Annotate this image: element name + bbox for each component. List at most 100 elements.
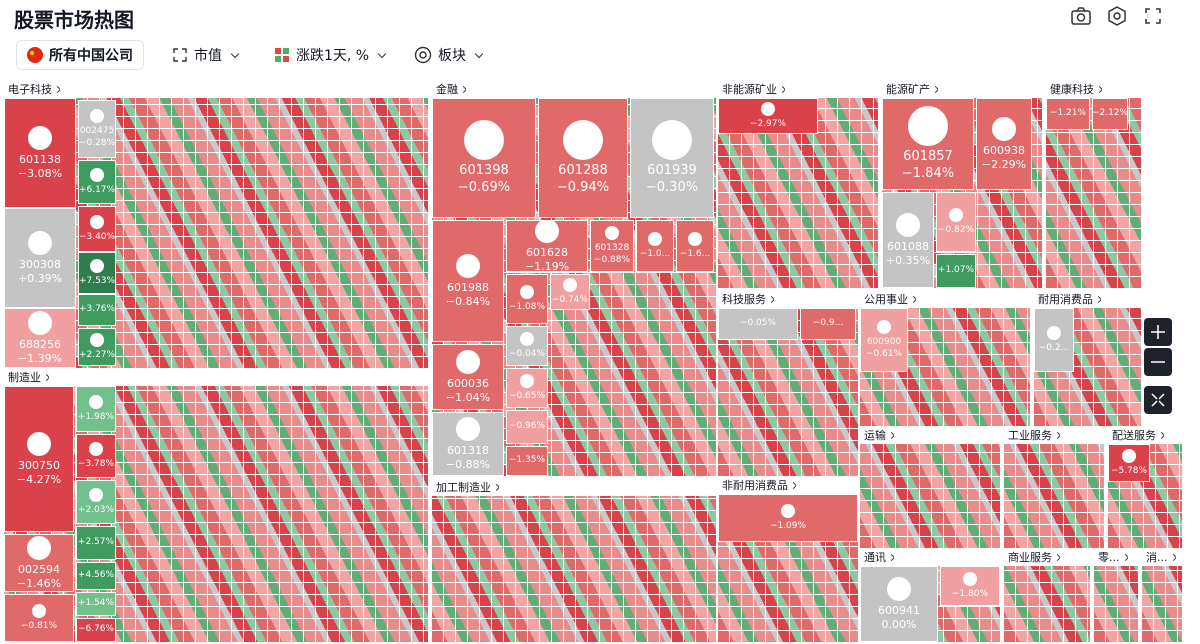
stock-tile[interactable]: 601857 −1.84% bbox=[882, 98, 974, 190]
stock-code: 601628 bbox=[526, 245, 568, 259]
group-selector[interactable]: 板块 bbox=[414, 40, 484, 70]
stock-tile[interactable]: −1.80% bbox=[940, 566, 1000, 606]
stock-tile[interactable]: −1.35% bbox=[506, 446, 548, 476]
stock-tile[interactable]: +2.57% bbox=[76, 526, 116, 560]
stock-change: −2.97% bbox=[749, 118, 787, 129]
stock-tile[interactable]: 002594 −1.46% bbox=[4, 534, 74, 592]
stock-tile[interactable]: 601088 +0.35% bbox=[882, 192, 934, 288]
stock-tile[interactable]: −0.74% bbox=[550, 274, 590, 310]
stock-tile[interactable]: −3.78% bbox=[76, 434, 116, 478]
sector-name: 通讯 bbox=[864, 551, 886, 564]
stock-change: +3.76% bbox=[78, 304, 116, 315]
stock-change: −4.27% bbox=[16, 472, 62, 486]
sector-label[interactable]: 非耐用消费品 bbox=[722, 478, 796, 494]
stock-tile[interactable]: 002475 −0.28% bbox=[78, 100, 116, 158]
stock-tile[interactable]: −1.21% bbox=[1046, 98, 1090, 130]
reset-zoom-button[interactable] bbox=[1144, 386, 1172, 414]
sector-label[interactable]: 耐用消费品 bbox=[1038, 292, 1101, 308]
stock-tile[interactable]: 600938 −2.29% bbox=[976, 98, 1032, 190]
stock-tile[interactable]: 601138 −3.08% bbox=[4, 98, 76, 208]
stock-tile[interactable]: −5.78% bbox=[1108, 444, 1150, 482]
stock-tile[interactable]: −0.05% bbox=[718, 308, 798, 340]
zoom-in-button[interactable] bbox=[1144, 318, 1172, 346]
stock-tile[interactable]: −0.82% bbox=[936, 192, 976, 252]
stock-tile[interactable]: 300750 −4.27% bbox=[4, 386, 74, 532]
stock-change: +2.57% bbox=[77, 537, 115, 548]
stock-tile[interactable]: +1.07% bbox=[936, 254, 976, 288]
stock-tile[interactable]: −3.40% bbox=[78, 206, 116, 252]
sector-label[interactable]: 制造业 bbox=[8, 370, 49, 386]
stock-tile[interactable]: 600941 0.00% bbox=[860, 566, 938, 642]
stock-change: −0.69% bbox=[457, 179, 511, 195]
stock-tile[interactable]: −1.0... bbox=[636, 220, 674, 272]
stock-tile[interactable]: 600900 −0.61% bbox=[860, 308, 908, 372]
fullscreen-button[interactable] bbox=[1140, 4, 1166, 28]
sector-label[interactable]: 金融 bbox=[436, 82, 466, 98]
sector-label[interactable]: 商业服务 bbox=[1008, 550, 1060, 566]
stock-tile[interactable]: −0.81% bbox=[4, 594, 74, 642]
stock-tile[interactable]: −0.9... bbox=[800, 308, 856, 340]
stock-tile[interactable]: +3.76% bbox=[78, 294, 116, 326]
stock-tile[interactable]: −0.65% bbox=[506, 368, 548, 408]
sector-name: 科技服务 bbox=[722, 293, 766, 306]
sector-label[interactable]: 消... bbox=[1146, 550, 1176, 566]
stock-tile[interactable]: 601288 −0.94% bbox=[538, 98, 628, 218]
stock-tile[interactable]: 601328 −0.88% bbox=[590, 220, 634, 272]
stock-tile[interactable]: 601988 −0.84% bbox=[432, 220, 504, 342]
stock-tile[interactable]: 300308 +0.39% bbox=[4, 208, 76, 308]
stock-logo bbox=[563, 277, 577, 292]
stock-tile[interactable]: −2.12% bbox=[1092, 98, 1128, 130]
stock-change: −2.29% bbox=[981, 157, 1027, 171]
market-selector[interactable]: 所有中国公司 bbox=[16, 40, 144, 70]
size-selector[interactable]: 市值 bbox=[172, 40, 240, 70]
stock-tile[interactable]: −1.6... bbox=[676, 220, 714, 272]
sector-label[interactable]: 健康科技 bbox=[1050, 82, 1102, 98]
stock-tile[interactable]: 601318 −0.88% bbox=[432, 412, 504, 476]
stock-tile[interactable]: 600036 −1.04% bbox=[432, 344, 504, 410]
stock-tile[interactable]: −1.09% bbox=[718, 494, 858, 542]
settings-button[interactable] bbox=[1104, 4, 1130, 28]
stock-code: 600941 bbox=[878, 603, 920, 617]
sector-label[interactable]: 电子科技 bbox=[8, 82, 60, 98]
stock-logo bbox=[90, 332, 104, 347]
stock-tile[interactable]: +2.27% bbox=[78, 328, 116, 366]
sector-name: 健康科技 bbox=[1050, 83, 1094, 96]
sector-label[interactable]: 通讯 bbox=[864, 550, 894, 566]
sector-label[interactable]: 工业服务 bbox=[1008, 428, 1060, 444]
sector-label[interactable]: 零... bbox=[1098, 550, 1128, 566]
stock-tile[interactable]: 601398 −0.69% bbox=[432, 98, 536, 218]
sector-label[interactable]: 公用事业 bbox=[864, 292, 916, 308]
sector-label[interactable]: 非能源矿业 bbox=[722, 82, 785, 98]
stock-tile[interactable]: −6.76% bbox=[76, 618, 116, 642]
sector-label[interactable]: 加工制造业 bbox=[436, 480, 499, 496]
sector-label[interactable]: 能源矿产 bbox=[886, 82, 938, 98]
change-selector[interactable]: 涨跌1天, % bbox=[274, 40, 387, 70]
stock-tile[interactable]: +7.53% bbox=[78, 252, 116, 294]
stock-tile[interactable]: −1.08% bbox=[506, 274, 548, 324]
stock-change: +2.27% bbox=[78, 349, 116, 360]
stock-tile[interactable]: +4.56% bbox=[76, 562, 116, 590]
stock-tile[interactable]: 601628 −1.19% bbox=[506, 220, 588, 272]
sector-label[interactable]: 科技服务 bbox=[722, 292, 774, 308]
zoom-out-button[interactable] bbox=[1144, 348, 1172, 376]
stock-tile[interactable]: +6.17% bbox=[78, 160, 116, 204]
stock-tile[interactable]: 688256 −1.39% bbox=[4, 308, 76, 368]
stock-logo bbox=[963, 571, 977, 586]
stock-tile[interactable]: −0.04% bbox=[506, 326, 548, 366]
stock-tile[interactable]: +1.98% bbox=[76, 386, 116, 432]
stock-tile[interactable]: +1.54% bbox=[76, 592, 116, 616]
screenshot-button[interactable] bbox=[1068, 4, 1094, 28]
stock-tile[interactable]: −2.97% bbox=[718, 98, 818, 134]
stock-tile[interactable]: −0.2... bbox=[1034, 308, 1074, 372]
stock-tile[interactable]: +2.03% bbox=[76, 480, 116, 524]
sector-name: 能源矿产 bbox=[886, 83, 930, 96]
sector-label[interactable]: 配送服务 bbox=[1112, 428, 1164, 444]
stock-change: −1.39% bbox=[17, 351, 63, 365]
stock-tile[interactable]: 601939 −0.30% bbox=[630, 98, 714, 218]
stock-tile[interactable]: −0.96% bbox=[506, 410, 548, 444]
stock-logo bbox=[648, 231, 662, 246]
sector-name: 电子科技 bbox=[8, 83, 52, 96]
sector-label[interactable]: 运输 bbox=[864, 428, 894, 444]
size-icon bbox=[173, 48, 187, 62]
